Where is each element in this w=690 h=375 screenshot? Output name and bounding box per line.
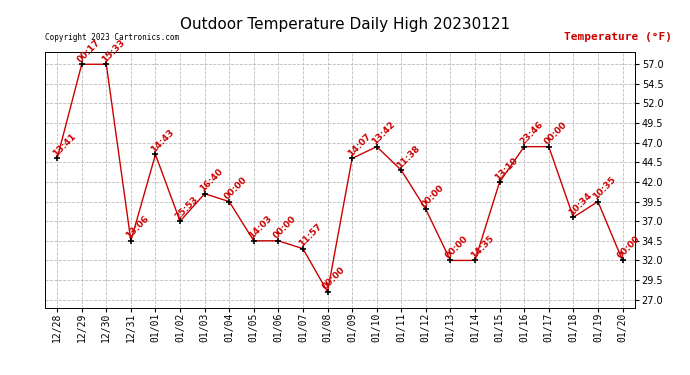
Text: 00:00: 00:00 (420, 183, 446, 209)
Text: 00:00: 00:00 (542, 120, 569, 147)
Text: 10:35: 10:35 (591, 175, 618, 202)
Text: 00:17: 00:17 (75, 38, 102, 64)
Text: 13:41: 13:41 (51, 132, 77, 158)
Text: 00:00: 00:00 (223, 176, 249, 202)
Text: 14:07: 14:07 (346, 132, 373, 158)
Text: 11:57: 11:57 (297, 222, 324, 249)
Text: 00:00: 00:00 (616, 234, 642, 260)
Text: Copyright 2023 Cartronics.com: Copyright 2023 Cartronics.com (45, 33, 179, 42)
Text: 16:40: 16:40 (198, 167, 225, 194)
Text: 13:10: 13:10 (493, 156, 520, 182)
Text: 10:34: 10:34 (567, 190, 593, 217)
Text: 11:38: 11:38 (395, 144, 422, 170)
Text: 23:46: 23:46 (518, 120, 544, 147)
Text: 14:35: 14:35 (469, 234, 495, 260)
Text: 13:42: 13:42 (371, 120, 397, 147)
Text: Outdoor Temperature Daily High 20230121: Outdoor Temperature Daily High 20230121 (180, 17, 510, 32)
Text: Temperature (°F): Temperature (°F) (564, 32, 672, 42)
Text: 14:03: 14:03 (248, 214, 274, 241)
Text: 00:00: 00:00 (321, 266, 348, 292)
Text: 14:43: 14:43 (149, 128, 176, 154)
Text: 25:53: 25:53 (174, 195, 200, 221)
Text: 00:00: 00:00 (444, 234, 471, 260)
Text: 15:33: 15:33 (100, 38, 126, 64)
Text: 00:00: 00:00 (272, 214, 298, 241)
Text: 13:06: 13:06 (124, 214, 151, 241)
